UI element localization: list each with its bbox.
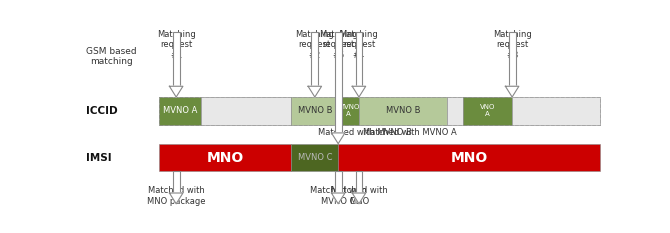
Polygon shape xyxy=(352,86,366,97)
Polygon shape xyxy=(352,193,366,204)
Text: Matched with
MNO: Matched with MNO xyxy=(330,186,387,206)
Bar xyxy=(173,31,180,86)
Text: Matching
request
#1: Matching request #1 xyxy=(157,30,196,60)
Bar xyxy=(448,97,463,125)
Bar xyxy=(512,97,600,125)
Bar xyxy=(509,31,515,86)
Text: ICCID: ICCID xyxy=(86,106,118,116)
Polygon shape xyxy=(332,133,345,144)
Bar xyxy=(159,97,600,125)
Bar xyxy=(463,97,512,125)
Text: Matching
request
#2: Matching request #2 xyxy=(295,30,334,60)
Text: GSM based
matching: GSM based matching xyxy=(86,47,137,66)
Text: Matching
request
#5: Matching request #5 xyxy=(319,30,358,60)
Bar xyxy=(200,97,291,125)
Bar xyxy=(338,144,600,171)
Bar xyxy=(312,31,318,86)
Bar xyxy=(159,97,200,125)
Bar xyxy=(338,97,359,125)
Text: Matched with
MNO package: Matched with MNO package xyxy=(147,186,206,206)
Bar xyxy=(356,31,362,86)
Polygon shape xyxy=(308,86,322,97)
Text: MNO: MNO xyxy=(451,151,488,164)
Text: Matched with MVNO A: Matched with MVNO A xyxy=(362,128,456,137)
Polygon shape xyxy=(170,86,183,97)
Text: MNO: MNO xyxy=(206,151,244,164)
Bar xyxy=(173,171,180,193)
Bar xyxy=(335,171,342,193)
Bar xyxy=(356,171,362,193)
Text: Matching
request
#4: Matching request #4 xyxy=(340,30,379,60)
Text: MVNO B: MVNO B xyxy=(386,106,420,115)
Bar xyxy=(335,31,342,133)
Text: VNO
A: VNO A xyxy=(480,104,495,117)
Polygon shape xyxy=(332,193,345,204)
Text: Matched with MVNO B: Matched with MVNO B xyxy=(318,128,412,137)
Text: Matching
request
#3: Matching request #3 xyxy=(492,30,531,60)
Text: MVNO
A: MVNO A xyxy=(338,104,359,117)
Text: MVNO C: MVNO C xyxy=(297,153,332,162)
Bar xyxy=(359,97,448,125)
Text: MVNO A: MVNO A xyxy=(163,106,197,115)
Text: MVNO B: MVNO B xyxy=(297,106,332,115)
Polygon shape xyxy=(505,86,519,97)
Polygon shape xyxy=(170,193,183,204)
Bar xyxy=(291,97,338,125)
Bar xyxy=(159,144,291,171)
Bar xyxy=(291,144,338,171)
Text: Matched with
MVNO C: Matched with MVNO C xyxy=(310,186,366,206)
Text: IMSI: IMSI xyxy=(86,153,112,163)
